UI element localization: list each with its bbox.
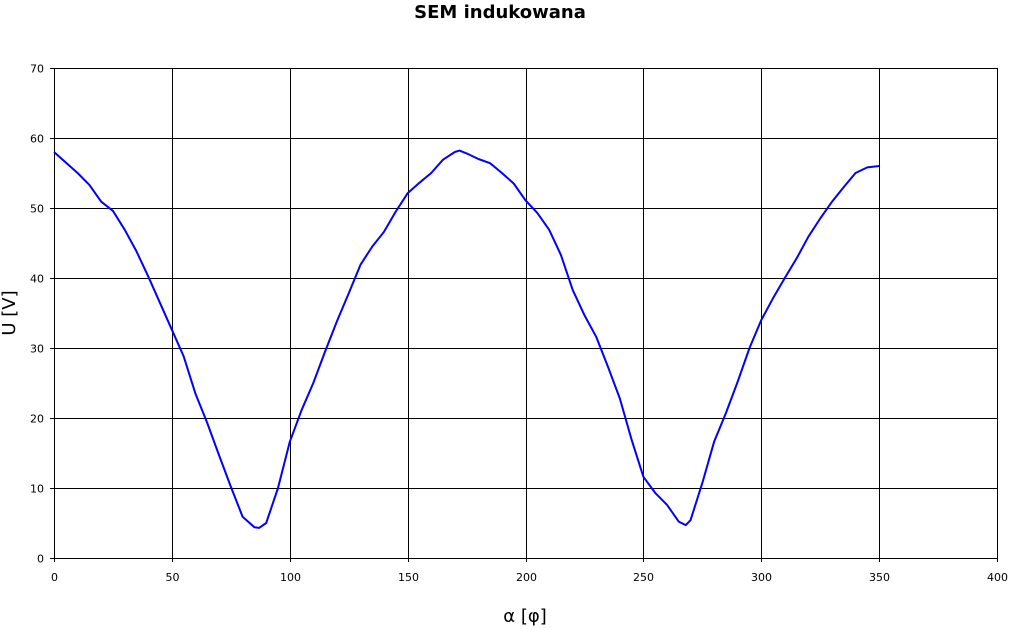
x-tick-label: 200 — [516, 571, 537, 584]
tick-labels: 0 50 100 150 200 250 300 350 400 0 10 20 30 40 50 60 70 — [30, 63, 1008, 585]
y-tick-label: 30 — [30, 343, 44, 356]
y-axis-label: U [V] — [0, 290, 20, 335]
x-axis-label: α [φ] — [503, 606, 547, 627]
x-tick-label: 250 — [633, 571, 654, 584]
plot-frame — [54, 68, 998, 559]
y-tick-label: 0 — [37, 553, 44, 566]
y-tick-label: 10 — [30, 483, 44, 496]
x-tick-label: 150 — [398, 571, 419, 584]
x-tick-label: 100 — [280, 571, 301, 584]
y-tick-label: 40 — [30, 273, 44, 286]
x-tick-label: 0 — [51, 571, 58, 584]
chart-title: SEM indukowana — [414, 2, 586, 23]
grid — [50, 68, 998, 562]
x-tick-label: 300 — [751, 571, 772, 584]
y-tick-label: 60 — [30, 133, 44, 146]
x-tick-label: 50 — [166, 571, 180, 584]
y-tick-label: 70 — [30, 63, 44, 76]
series-group — [53, 149, 880, 529]
y-tick-label: 50 — [30, 203, 44, 216]
x-tick-label: 400 — [987, 571, 1008, 584]
x-tick-label: 350 — [869, 571, 890, 584]
y-tick-label: 20 — [30, 413, 44, 426]
series-line — [53, 149, 880, 529]
